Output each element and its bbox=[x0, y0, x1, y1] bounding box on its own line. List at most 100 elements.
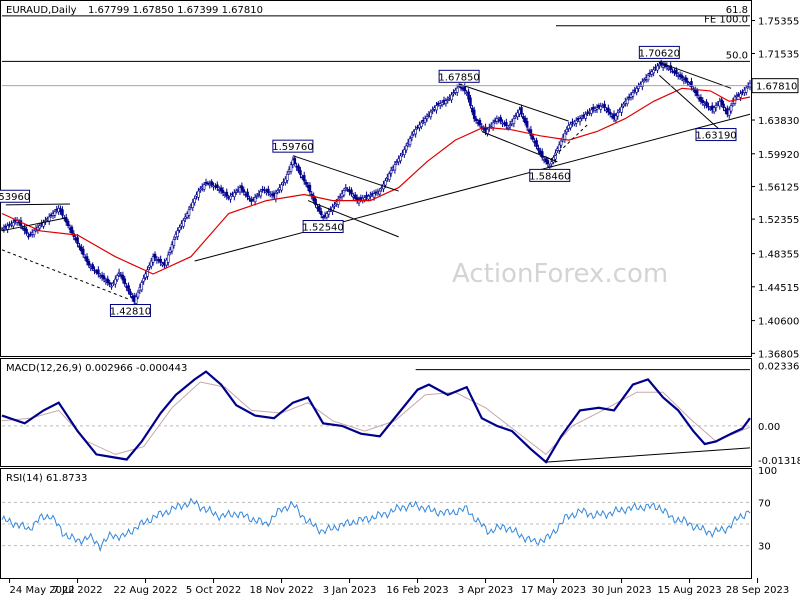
rsi-tick-label: 30 bbox=[758, 542, 771, 553]
candle-body bbox=[202, 184, 206, 190]
candle-body bbox=[210, 181, 213, 186]
candle-body bbox=[274, 193, 278, 200]
candle-body bbox=[590, 109, 593, 114]
candle-body bbox=[170, 244, 174, 252]
candle-body bbox=[115, 275, 119, 281]
candle-body bbox=[350, 189, 353, 195]
level-label: 61.8 bbox=[726, 5, 748, 16]
candle-body bbox=[450, 94, 453, 101]
candle-body bbox=[199, 188, 202, 191]
candle-body bbox=[259, 191, 263, 197]
candle-body bbox=[652, 69, 655, 74]
candle-body bbox=[622, 103, 625, 107]
candle-body bbox=[403, 149, 406, 155]
price-tick-label: 1.40600 bbox=[758, 317, 799, 328]
candle-body bbox=[102, 275, 106, 280]
candle-body bbox=[70, 226, 74, 234]
candle-body bbox=[656, 65, 659, 71]
candle-body bbox=[142, 277, 145, 282]
candle-body bbox=[516, 112, 519, 118]
candle-body bbox=[525, 121, 529, 128]
candle-body bbox=[93, 269, 96, 272]
candle-body bbox=[544, 158, 548, 163]
candle-body bbox=[469, 97, 472, 106]
macd-trendline bbox=[545, 447, 751, 463]
candle-body bbox=[29, 233, 32, 236]
candle-body bbox=[499, 117, 502, 122]
candle-body bbox=[523, 117, 527, 124]
candle-body bbox=[85, 256, 89, 263]
candle-body bbox=[491, 122, 495, 128]
channel-lower-1 bbox=[307, 200, 399, 238]
candle-body bbox=[472, 109, 476, 119]
swing-label: 1.58460 bbox=[529, 171, 570, 182]
candle-body bbox=[387, 173, 391, 180]
x-tick-label: 28 Sep 2023 bbox=[726, 585, 789, 596]
candle-body bbox=[425, 116, 429, 119]
candle-body bbox=[344, 187, 348, 189]
candle-body bbox=[452, 92, 455, 94]
candle-body bbox=[159, 258, 162, 263]
candle-body bbox=[285, 173, 289, 181]
candle-body bbox=[219, 187, 223, 192]
candle-body bbox=[353, 194, 357, 199]
channel-upper-3 bbox=[659, 61, 732, 89]
candle-body bbox=[47, 216, 51, 222]
candle-body bbox=[0, 228, 4, 231]
macd-signal-line bbox=[1, 381, 751, 456]
candle-body bbox=[695, 90, 699, 96]
candle-body bbox=[367, 195, 370, 200]
candle-body bbox=[240, 185, 244, 191]
candle-body bbox=[727, 109, 731, 116]
swing-label-box bbox=[438, 69, 480, 83]
candle-body bbox=[414, 129, 417, 135]
candle-body bbox=[529, 129, 533, 137]
candle-body bbox=[342, 190, 346, 196]
candle-body bbox=[578, 118, 582, 123]
candle-body bbox=[744, 87, 748, 93]
candle-body bbox=[474, 118, 478, 122]
candle-body bbox=[459, 86, 463, 89]
candle-body bbox=[393, 164, 397, 171]
axis-layer: 1.67810 1.75355 1.71535 1.63830 1.59920 1.561… bbox=[9, 17, 800, 596]
candle-body bbox=[299, 170, 302, 175]
candle-body bbox=[607, 107, 610, 113]
candle-body bbox=[631, 92, 635, 97]
candle-body bbox=[267, 188, 270, 194]
candle-body bbox=[183, 216, 187, 219]
rsi-tick-label: 70 bbox=[758, 498, 771, 509]
price-tick-label: 1.48355 bbox=[758, 250, 799, 261]
candle-body bbox=[216, 184, 219, 188]
price-tick-label: 1.63830 bbox=[758, 116, 799, 127]
price-tick-label: 1.56125 bbox=[758, 183, 799, 194]
main-uptrend-line bbox=[194, 113, 751, 262]
candle-body bbox=[506, 126, 510, 129]
candle-body bbox=[32, 230, 36, 235]
candle-body bbox=[25, 228, 28, 234]
candle-body bbox=[178, 227, 181, 231]
candle-body bbox=[642, 79, 646, 82]
candle-body bbox=[172, 239, 176, 246]
candle-body bbox=[410, 134, 414, 138]
candle-body bbox=[635, 88, 638, 93]
candle-body bbox=[44, 220, 47, 222]
candle-body bbox=[680, 75, 684, 79]
candle-body bbox=[242, 189, 246, 193]
candle-body bbox=[284, 178, 287, 183]
x-tick-label: 17 May 2023 bbox=[521, 585, 586, 596]
candle-body bbox=[614, 115, 618, 121]
candle-body bbox=[671, 70, 674, 73]
candle-body bbox=[140, 282, 144, 291]
candle-body bbox=[318, 205, 321, 212]
candle-body bbox=[455, 87, 459, 93]
channel-upper-1 bbox=[292, 155, 399, 192]
candle-body bbox=[389, 170, 393, 174]
candle-body bbox=[748, 82, 752, 88]
candle-body bbox=[76, 237, 79, 245]
candle-body bbox=[408, 138, 412, 146]
candle-body bbox=[701, 100, 705, 104]
candle-body bbox=[550, 161, 553, 165]
candle-body bbox=[478, 119, 482, 126]
candle-body bbox=[384, 180, 387, 186]
candle-body bbox=[444, 100, 448, 105]
